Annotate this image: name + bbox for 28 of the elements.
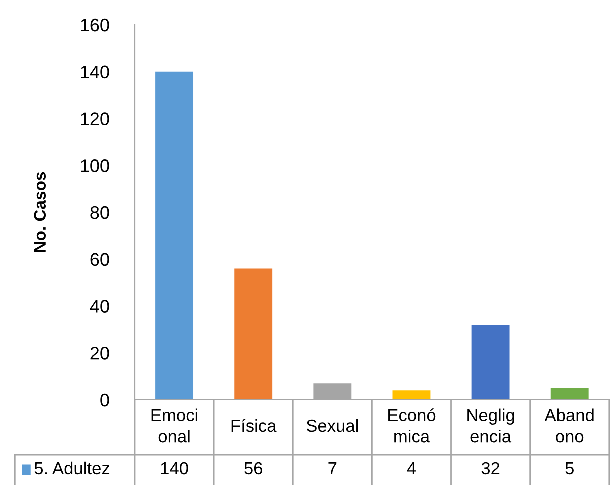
y-tick-label: 0 xyxy=(100,394,110,407)
y-tick-label: 140 xyxy=(81,66,110,79)
data-label: 7 xyxy=(328,462,337,474)
data-label: 56 xyxy=(244,462,262,475)
y-tick-label: 100 xyxy=(81,160,110,172)
y-tick-label: 160 xyxy=(81,18,110,32)
bar xyxy=(392,390,431,400)
x-tick-label: Neglig encia xyxy=(468,408,514,443)
y-tick-label: 20 xyxy=(90,347,110,360)
x-tick-label: Aband ono xyxy=(544,408,594,443)
data-label: 32 xyxy=(482,462,500,475)
y-tick-label: 120 xyxy=(81,112,110,126)
x-tick-label: Física xyxy=(232,419,277,432)
x-tick-label: Econó mica xyxy=(388,408,436,443)
bar xyxy=(156,72,194,400)
y-tick-label: 60 xyxy=(90,253,110,266)
y-tick-label: 80 xyxy=(90,206,110,220)
x-tick-label: Sexual xyxy=(306,419,358,432)
bar xyxy=(472,325,510,400)
x-tick-label: Emoci onal xyxy=(152,408,198,443)
bar xyxy=(234,268,273,400)
bar xyxy=(550,388,589,400)
data-label: 5 xyxy=(566,462,574,475)
data-label: 4 xyxy=(407,462,416,474)
y-axis-title: No. Casos xyxy=(34,172,46,252)
legend-label: 5. Adultez xyxy=(34,462,110,475)
data-label: 140 xyxy=(161,462,188,475)
y-tick-label: 40 xyxy=(90,300,110,313)
